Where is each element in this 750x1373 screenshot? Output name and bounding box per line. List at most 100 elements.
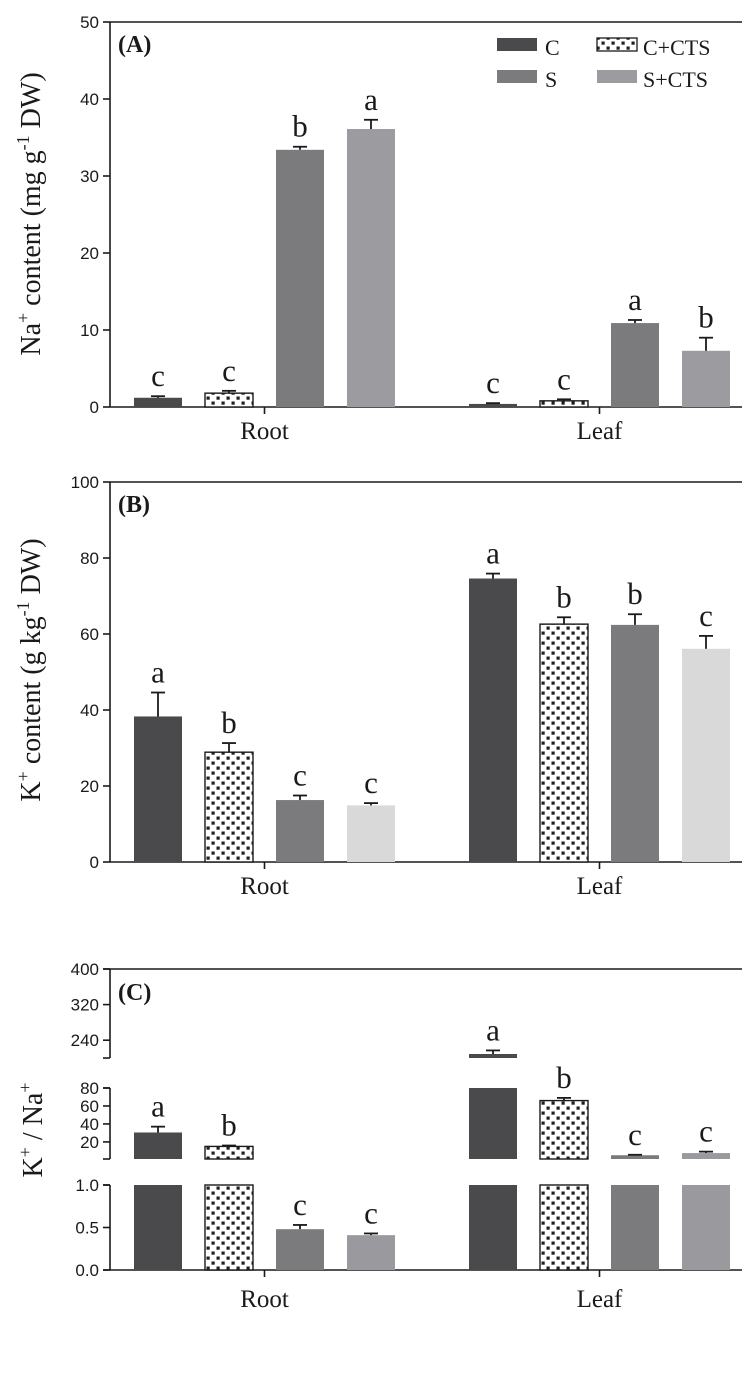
legend-label: C [545,35,560,60]
significance-letter: b [556,1060,572,1095]
bar [469,578,517,862]
significance-letter: c [557,361,571,396]
y-tick-label: 20 [80,777,99,796]
significance-letter: b [627,576,643,611]
bar [204,751,254,863]
bar [611,323,659,407]
bar [469,403,517,407]
significance-letter: c [699,598,713,633]
y-tick-label: 30 [80,167,99,186]
bar [682,350,730,407]
bar [134,397,182,407]
significance-letter: b [556,579,572,614]
significance-letter: c [699,1114,713,1149]
bar [469,1053,517,1058]
significance-letter: c [222,353,236,388]
y-axis-label: K+ / Na+ [15,1083,49,1178]
bar [204,392,254,408]
bar [611,624,659,862]
bar [682,1185,730,1270]
y-axis-label: K+ content (g kg-1 DW) [13,538,47,801]
bar [539,623,589,863]
bar [276,1229,324,1270]
x-category-label: Leaf [577,418,623,445]
y-tick-label: 1.0 [75,1176,99,1195]
panel-label: (C) [118,980,151,1006]
panel-label: (B) [118,492,150,518]
y-tick-label: 50 [80,13,99,32]
bar [682,1153,730,1159]
y-tick-label: 40 [80,1115,99,1134]
bar [611,1185,659,1270]
bar [204,1184,254,1271]
panel-label: (A) [118,32,151,58]
x-category-label: Leaf [577,873,623,900]
significance-letter: b [698,300,714,335]
bar [682,648,730,862]
bar [539,1184,589,1271]
y-tick-label: 80 [80,549,99,568]
significance-letter: b [221,705,237,740]
bar [469,1088,517,1159]
significance-letter: a [486,1012,500,1047]
bar [469,1185,517,1270]
y-tick-label: 40 [80,701,99,720]
y-tick-label: 40 [80,90,99,109]
y-tick-label: 0.5 [75,1219,99,1238]
legend-swatch [497,70,537,83]
significance-letter: a [486,536,500,571]
y-tick-label: 20 [80,1133,99,1152]
y-tick-label: 0 [90,853,99,872]
x-category-label: Root [240,873,289,900]
legend-label: S [545,67,557,92]
bar [539,1099,589,1160]
bar [539,400,589,408]
significance-letter: c [364,1195,378,1230]
legend-label: C+CTS [643,35,710,60]
bar [204,1145,254,1160]
x-category-label: Root [240,1286,289,1313]
x-category-label: Root [240,418,289,445]
bar [134,716,182,862]
significance-letter: c [293,1187,307,1222]
significance-letter: c [151,358,165,393]
bar [134,1185,182,1270]
y-tick-label: 60 [80,625,99,644]
bar [134,1132,182,1159]
bar [276,800,324,862]
panel-b: 0 20 40 60 80 100 Root Leaf a a b b c b c c (B) K+ conten… [13,473,742,900]
legend-swatch [596,37,638,52]
significance-letter: a [151,655,165,690]
bar [347,1235,395,1270]
y-tick-label: 320 [71,996,99,1015]
y-tick-label: 10 [80,321,99,340]
y-tick-label: 400 [71,960,99,979]
significance-letter: c [293,758,307,793]
significance-letter: a [151,1089,165,1124]
bar [347,805,395,862]
y-tick-label: 0 [90,398,99,417]
y-tick-label: 240 [71,1031,99,1050]
significance-letter: a [364,82,378,117]
significance-letter: a [628,282,642,317]
legend-swatch [597,70,637,83]
significance-letter: c [628,1117,642,1152]
bar [347,129,395,407]
legend-swatch [497,38,537,51]
significance-letter: b [221,1108,237,1143]
y-axis-label: Na+ content (mg g-1 DW) [13,72,47,355]
y-tick-label: 100 [71,473,99,492]
y-tick-label: 60 [80,1097,99,1116]
significance-letter: b [292,109,308,144]
significance-letter: c [364,765,378,800]
bar [611,1155,659,1159]
bar [276,149,324,407]
y-tick-label: 80 [80,1079,99,1098]
y-tick-label: 0.0 [75,1261,99,1280]
x-category-label: Leaf [577,1286,623,1313]
y-tick-label: 20 [80,244,99,263]
significance-letter: c [486,365,500,400]
